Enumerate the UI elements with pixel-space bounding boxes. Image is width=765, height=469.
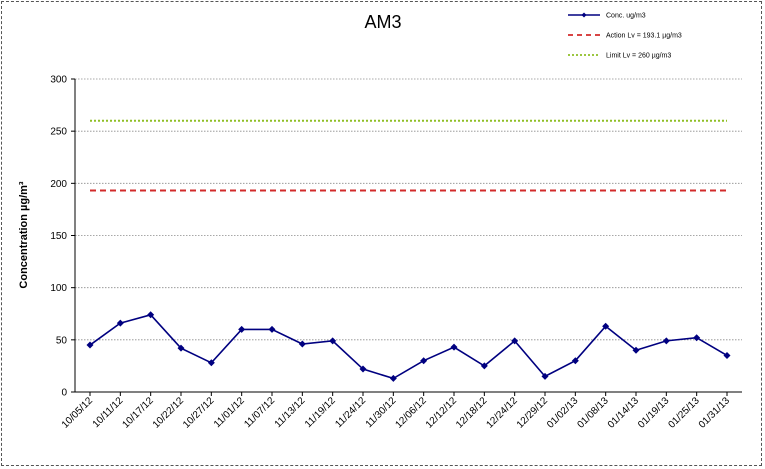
x-tick-label: 12/06/12 (393, 395, 429, 431)
data-point (177, 344, 185, 352)
data-point (450, 343, 458, 351)
x-tick-label: 01/02/13 (545, 395, 581, 431)
y-tick-label: 200 (50, 179, 67, 190)
x-tick-label: 11/07/12 (242, 395, 277, 430)
legend-entry: Limit Lv = 260 µg/m3 (606, 53, 671, 60)
data-point (480, 362, 488, 370)
x-tick-label: 10/27/12 (181, 395, 217, 431)
y-tick-label: 250 (50, 127, 67, 138)
legend-entry: Conc. ug/m3 (606, 13, 646, 20)
y-axis-label: Concentration µg/m³ (18, 181, 30, 289)
y-tick-label: 300 (50, 75, 67, 86)
x-tick-label: 12/29/12 (515, 395, 551, 431)
legend: Conc. ug/m3 Action Lv = 193.1 µg/m3 Limit … (568, 12, 682, 60)
data-point (268, 325, 276, 333)
x-tick-label: 01/19/13 (636, 395, 672, 431)
reference-lines (90, 119, 727, 192)
y-tick-label: 150 (50, 231, 67, 242)
x-tick-label: 11/01/12 (212, 395, 247, 430)
data-point (662, 337, 670, 345)
data-point (389, 374, 397, 382)
x-tick-label: 11/24/12 (333, 395, 368, 430)
x-tick-label: 01/08/13 (575, 395, 611, 431)
x-tick-label: 12/18/12 (454, 395, 490, 431)
chart-title: AM3 (364, 12, 401, 32)
legend-entry: Action Lv = 193.1 µg/m3 (606, 33, 682, 40)
x-tick-labels: 10/05/1210/11/1210/17/1210/22/1210/27/12… (60, 395, 733, 431)
x-tick-label: 10/11/12 (91, 395, 126, 430)
x-tick-label: 11/13/12 (273, 395, 308, 430)
x-tick-label: 12/24/12 (484, 395, 520, 431)
data-point (238, 325, 246, 333)
x-tick-label: 01/25/13 (666, 395, 702, 431)
data-point (147, 311, 155, 319)
data-point (329, 337, 337, 345)
data-point (420, 357, 428, 365)
data-point (723, 351, 731, 359)
x-tick-label: 10/05/12 (60, 395, 96, 431)
y-tick-label: 100 (50, 283, 67, 294)
x-tick-label: 10/22/12 (151, 395, 187, 431)
legend-marker-conc (581, 12, 587, 18)
data-point (207, 359, 215, 367)
data-point (116, 319, 124, 327)
y-tick-labels: 0 50 100 150 200 250 300 (50, 75, 67, 399)
data-point (86, 341, 94, 349)
axes (71, 78, 742, 396)
x-tick-label: 10/17/12 (120, 395, 156, 431)
data-point (541, 372, 549, 380)
series-conc (86, 311, 731, 382)
data-point (298, 340, 306, 348)
data-point (511, 337, 519, 345)
data-point (359, 365, 367, 373)
data-point (602, 322, 610, 330)
x-tick-label: 11/19/12 (303, 395, 338, 430)
y-tick-label: 0 (61, 388, 67, 399)
grid (75, 78, 742, 341)
series-line (89, 313, 728, 380)
x-tick-label: 01/14/13 (606, 395, 642, 431)
x-tick-label: 01/31/13 (697, 395, 733, 431)
data-point (571, 357, 579, 365)
data-point (693, 334, 701, 342)
data-point (632, 346, 640, 354)
x-tick-label: 11/30/12 (364, 395, 399, 430)
x-tick-label: 12/12/12 (424, 395, 460, 431)
y-tick-label: 50 (56, 335, 68, 346)
